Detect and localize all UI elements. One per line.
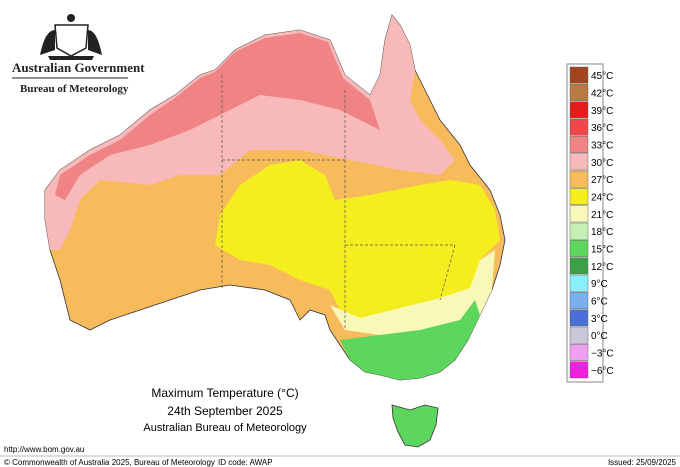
legend-label: 30°C	[591, 158, 613, 169]
legend-swatch	[569, 84, 589, 101]
legend-swatch	[569, 205, 589, 223]
legend-swatch	[569, 153, 589, 171]
legend-label: 24°C	[591, 193, 613, 204]
hot-north-region	[45, 15, 455, 250]
legend-swatch	[569, 344, 589, 361]
legend-label: 3°C	[591, 314, 608, 325]
coat-of-arms	[40, 14, 102, 60]
cool-southeast-region	[340, 300, 480, 380]
footer-issued: Issued: 25/09/2025	[608, 458, 677, 467]
legend-swatch	[569, 292, 589, 309]
legend-label: 27°C	[591, 175, 613, 186]
legend-label: 36°C	[591, 123, 613, 134]
legend-label: 0°C	[591, 331, 608, 342]
legend-label: 9°C	[591, 279, 608, 290]
legend-swatch	[569, 240, 589, 257]
agency-name: Bureau of Meteorology	[20, 83, 129, 95]
legend-label: 42°C	[591, 89, 613, 100]
warm-center-region	[215, 160, 500, 320]
footer-copyright: © Commonwealth of Australia 2025, Bureau…	[4, 458, 215, 467]
legend-label: −6°C	[591, 366, 614, 377]
legend-label: −3°C	[591, 349, 614, 360]
legend-swatch	[569, 188, 589, 205]
legend-label: 33°C	[591, 141, 613, 152]
tasmania	[391, 404, 439, 448]
legend-swatch	[569, 66, 589, 84]
map-date: 24th September 2025	[167, 404, 283, 418]
legend-swatch	[569, 257, 589, 275]
legend-swatch	[569, 222, 589, 240]
legend-swatch	[569, 101, 589, 119]
legend-swatch	[569, 170, 589, 188]
very-hot-region	[55, 33, 380, 200]
legend-swatch	[569, 274, 589, 292]
legend: 45°C 42°C 39°C 36°C 33°C 30°C 27°C 24°C 21°C 18°C…	[569, 66, 614, 379]
government-name: Australian Government	[12, 60, 145, 75]
legend-label: 15°C	[591, 245, 613, 256]
legend-swatch	[569, 118, 589, 136]
footer-id-code: ID code: AWAP	[218, 458, 273, 467]
temperature-map	[44, 14, 506, 448]
legend-swatch	[569, 361, 589, 379]
legend-label: 45°C	[591, 71, 613, 82]
legend-label: 12°C	[591, 262, 613, 273]
legend-label: 6°C	[591, 297, 608, 308]
state-borders	[221, 75, 456, 330]
legend-swatch	[569, 309, 589, 327]
legend-label: 21°C	[591, 210, 613, 221]
legend-swatch	[569, 136, 589, 153]
map-title: Maximum Temperature (°C)	[151, 386, 298, 400]
mild-southeast-region	[330, 250, 495, 340]
legend-label: 39°C	[591, 106, 613, 117]
map-source: Australian Bureau of Meteorology	[143, 422, 307, 434]
footer-url: http://www.bom.gov.au	[4, 445, 84, 454]
legend-label: 18°C	[591, 227, 613, 238]
legend-swatch	[569, 326, 589, 344]
